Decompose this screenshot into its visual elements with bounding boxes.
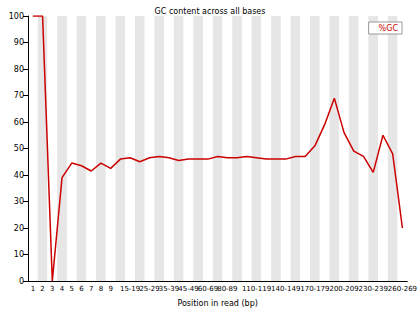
svg-text:20: 20 xyxy=(14,224,24,233)
svg-text:45-49: 45-49 xyxy=(178,285,198,293)
svg-text:4: 4 xyxy=(60,285,65,293)
svg-text:30: 30 xyxy=(14,197,24,206)
svg-text:260-269: 260-269 xyxy=(388,285,417,293)
svg-text:230-239: 230-239 xyxy=(359,285,388,293)
svg-text:15-19: 15-19 xyxy=(120,285,140,293)
svg-text:2: 2 xyxy=(40,285,44,293)
svg-text:25-29: 25-29 xyxy=(139,285,159,293)
svg-text:10: 10 xyxy=(14,250,24,259)
svg-text:6: 6 xyxy=(79,285,84,293)
svg-text:90: 90 xyxy=(14,38,24,47)
svg-text:Position in read (bp): Position in read (bp) xyxy=(177,299,257,308)
svg-text:60-69: 60-69 xyxy=(198,285,218,293)
svg-text:140-149: 140-149 xyxy=(271,285,300,293)
svg-text:200-209: 200-209 xyxy=(329,285,358,293)
svg-text:%GC: %GC xyxy=(379,24,399,33)
svg-text:110-119: 110-119 xyxy=(242,285,271,293)
svg-text:60: 60 xyxy=(14,118,24,127)
svg-text:100: 100 xyxy=(9,12,24,21)
svg-text:7: 7 xyxy=(89,285,93,293)
svg-text:50: 50 xyxy=(14,144,24,153)
svg-text:35-39: 35-39 xyxy=(159,285,179,293)
svg-text:40: 40 xyxy=(14,171,24,180)
svg-text:9: 9 xyxy=(108,285,112,293)
svg-text:70: 70 xyxy=(14,91,24,100)
svg-text:5: 5 xyxy=(70,285,74,293)
svg-text:0: 0 xyxy=(19,277,24,286)
svg-text:GC content across all bases: GC content across all bases xyxy=(155,7,266,16)
svg-text:3: 3 xyxy=(50,285,54,293)
svg-text:8: 8 xyxy=(99,285,103,293)
svg-text:1: 1 xyxy=(31,285,35,293)
svg-text:80: 80 xyxy=(14,65,24,74)
svg-text:170-179: 170-179 xyxy=(300,285,329,293)
svg-text:80-89: 80-89 xyxy=(217,285,237,293)
